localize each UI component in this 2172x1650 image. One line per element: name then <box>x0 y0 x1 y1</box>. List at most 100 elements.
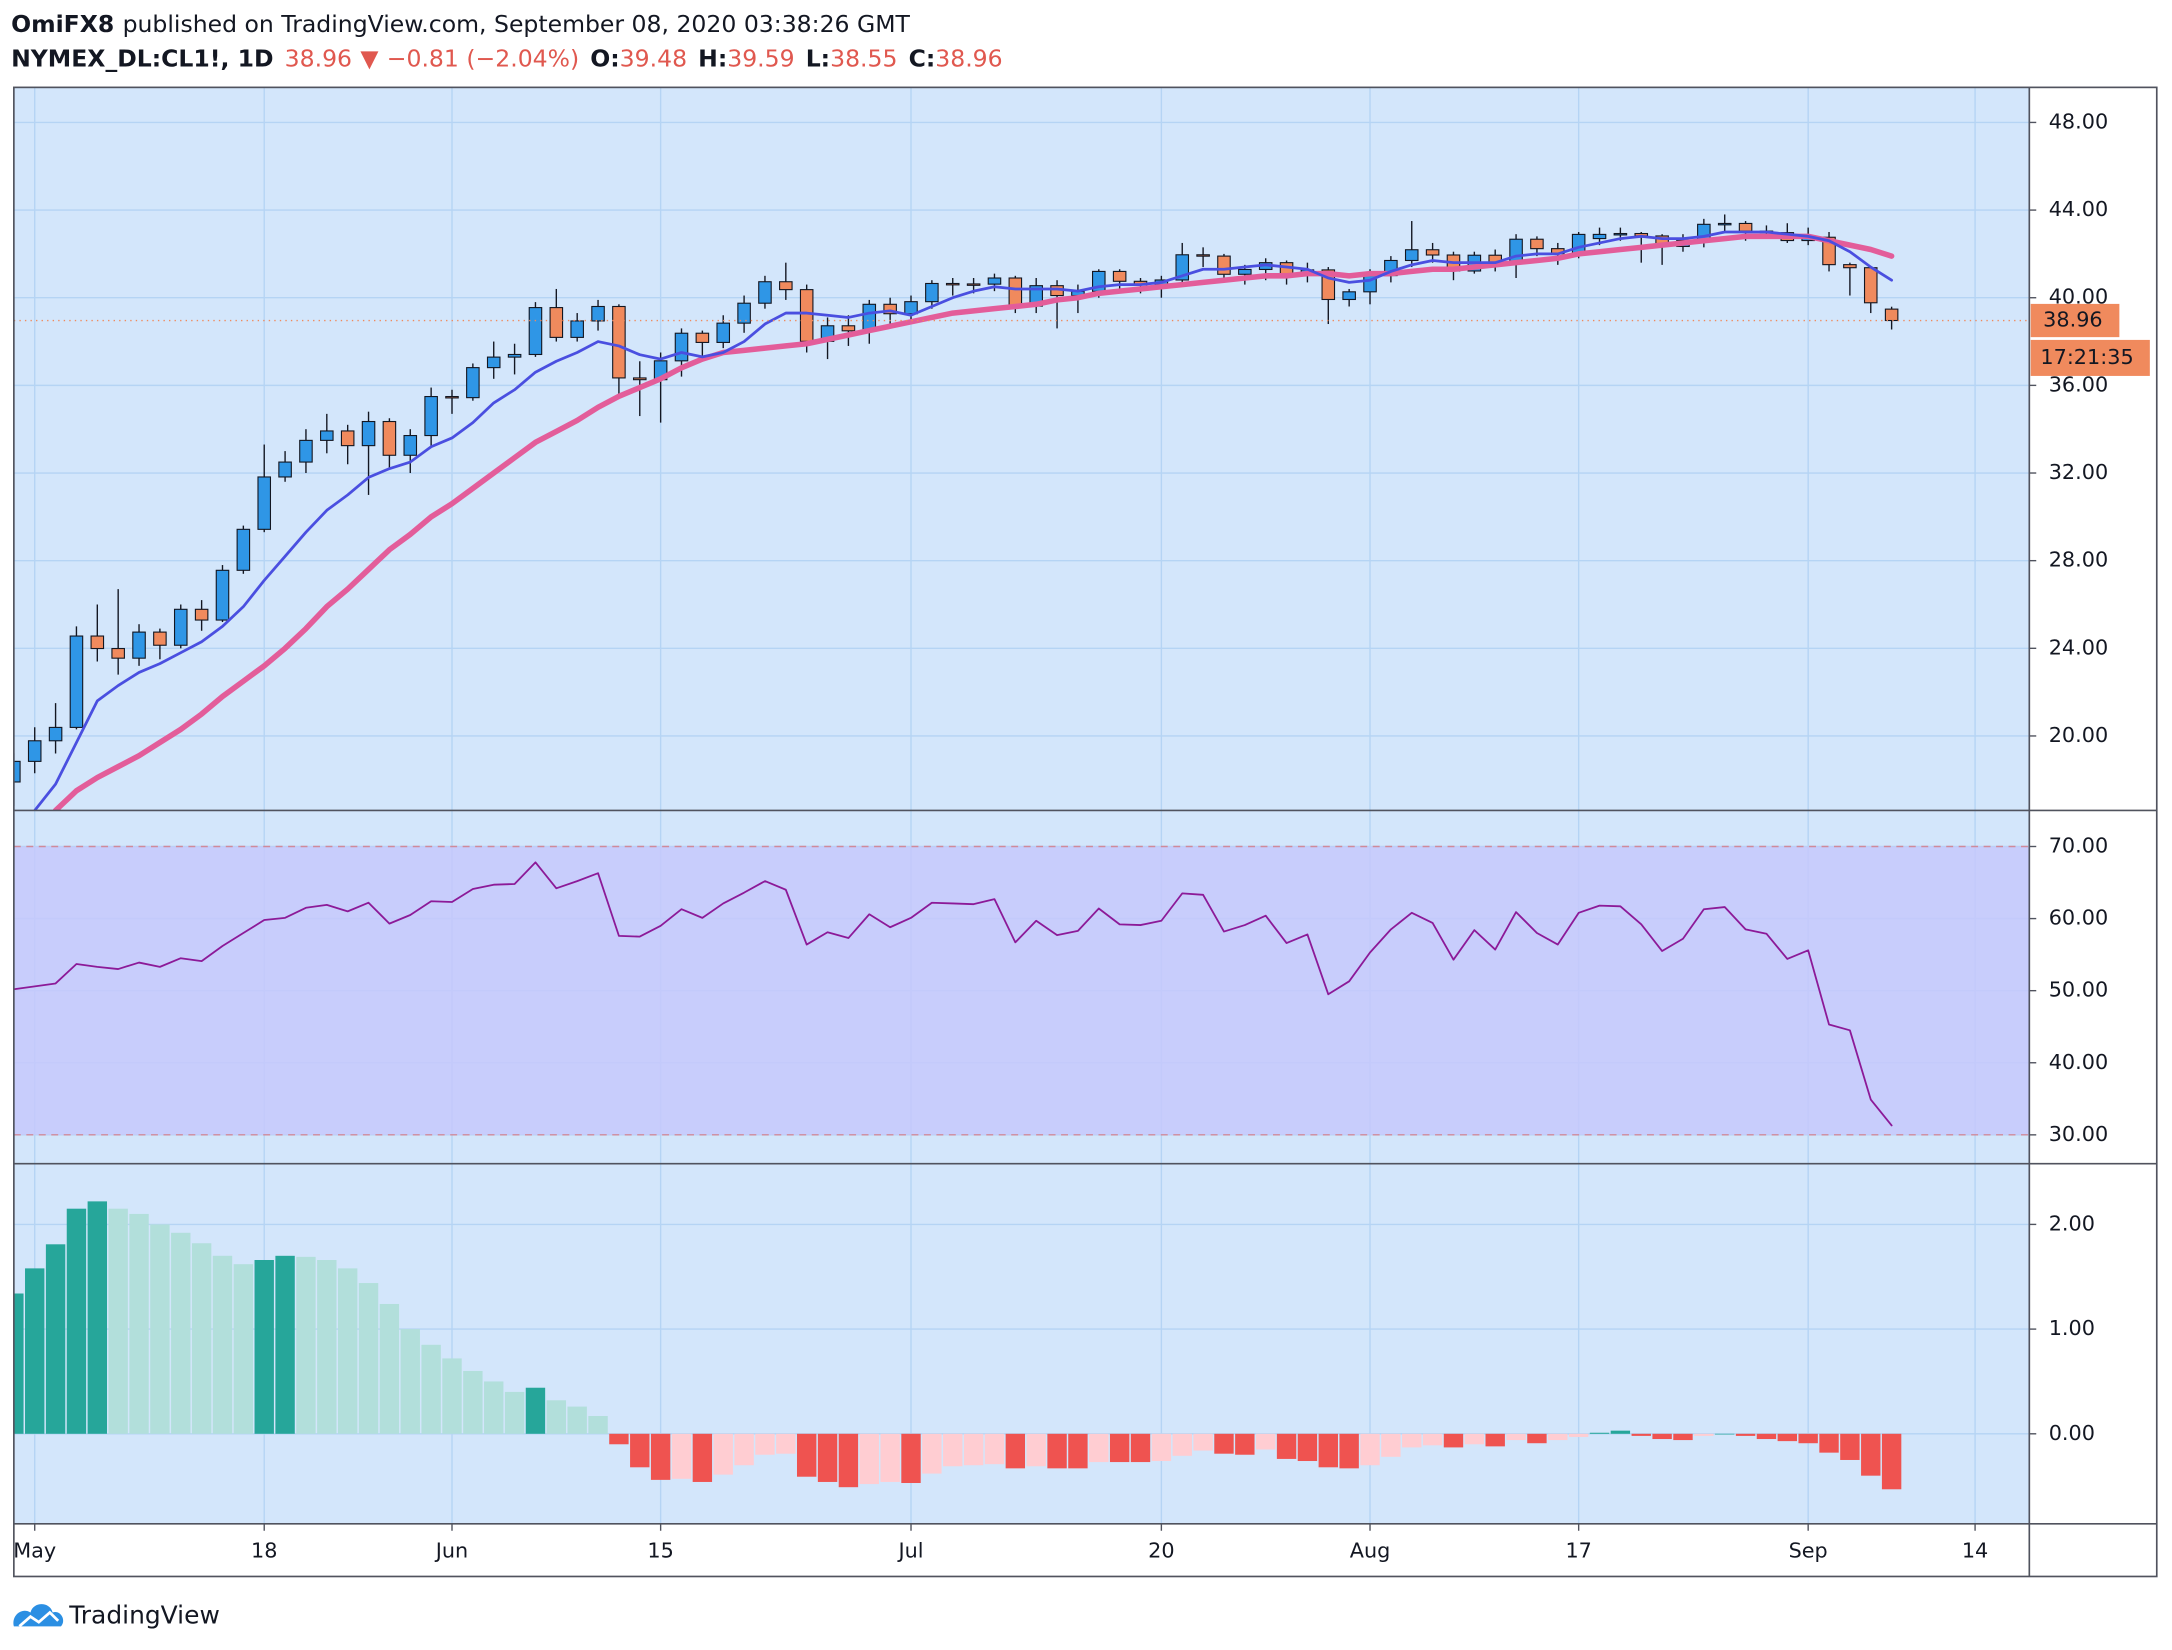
candle-body <box>549 307 564 338</box>
band-fill <box>13 846 2030 1135</box>
change: −0.81 (−2.04%) <box>387 45 579 73</box>
candle-body <box>1613 232 1628 236</box>
histogram-bar <box>943 1433 963 1467</box>
symbol: NYMEX_DL:CL1!, 1D <box>11 45 273 73</box>
x-tick-label: Aug <box>1350 1539 1391 1563</box>
histogram-bar <box>212 1255 233 1434</box>
candle-body <box>424 395 438 437</box>
histogram-bar <box>337 1268 358 1434</box>
l-label: L: <box>806 45 830 73</box>
y-tick-label: 50.00 <box>2049 978 2108 1002</box>
histogram-bar <box>755 1433 775 1455</box>
x-tick-label: 18 <box>251 1539 277 1563</box>
x-tick-label: Jun <box>434 1539 468 1563</box>
x-tick-label: 20 <box>1148 1539 1174 1563</box>
candle-body <box>132 631 146 659</box>
candle-body <box>299 439 313 463</box>
x-tick-label: Jul <box>896 1539 923 1563</box>
close: 38.96 <box>935 45 1002 73</box>
h-label: H: <box>698 45 727 73</box>
candle-body <box>716 322 731 343</box>
histogram-bar <box>1527 1433 1547 1444</box>
low: 38.55 <box>830 45 897 73</box>
candle-body <box>1217 255 1231 275</box>
x-tick-label: 15 <box>647 1539 673 1563</box>
histogram-bar <box>1589 1432 1610 1434</box>
histogram-bar <box>984 1433 1005 1465</box>
candle-body <box>883 303 897 315</box>
candle-body <box>173 608 188 646</box>
y-tick-label: 32.00 <box>2049 460 2108 484</box>
candle-body <box>403 434 418 456</box>
candle-body <box>945 282 960 286</box>
countdown-box <box>2030 339 2150 376</box>
candle-body <box>111 647 125 659</box>
y-tick-label: 70.00 <box>2049 833 2108 857</box>
histogram-bar <box>796 1433 817 1477</box>
histogram-bar <box>838 1433 859 1488</box>
histogram-bar <box>1172 1433 1192 1456</box>
candle-body <box>1404 249 1419 262</box>
histogram-bar <box>817 1433 838 1482</box>
histogram-bar <box>609 1433 629 1445</box>
axes-frame <box>13 86 2158 1578</box>
histogram-bar <box>1568 1433 1589 1437</box>
last-price-label: 38.96 <box>2043 308 2102 332</box>
pane <box>13 810 2030 1164</box>
histogram-bar <box>87 1201 108 1434</box>
histogram-bar <box>1443 1433 1464 1448</box>
candle-body <box>1884 308 1899 322</box>
histogram-bar <box>1631 1433 1651 1436</box>
histogram-bar <box>1402 1433 1422 1448</box>
histogram-bar <box>1756 1433 1777 1440</box>
histogram-bar <box>1047 1433 1067 1469</box>
candle-body <box>758 281 772 304</box>
candle-body <box>486 356 501 369</box>
histogram-bar <box>1005 1433 1026 1469</box>
candle-body <box>570 320 584 338</box>
histogram-bar <box>734 1433 754 1466</box>
histogram-bar <box>963 1433 984 1466</box>
candle-body <box>1530 238 1544 250</box>
histogram-bar <box>1840 1433 1860 1460</box>
histogram-bar <box>901 1433 921 1484</box>
histogram-bar <box>66 1208 87 1434</box>
y-tick-label: 2.00 <box>2049 1211 2095 1235</box>
candle-body <box>236 528 251 571</box>
histogram-bar <box>108 1208 128 1434</box>
candle-body <box>1112 270 1127 282</box>
histogram-bar <box>859 1433 879 1485</box>
histogram-bar <box>129 1213 149 1434</box>
histogram-bar <box>233 1264 254 1434</box>
histogram-bar <box>150 1224 170 1434</box>
candle-body <box>1592 233 1607 240</box>
histogram-bar <box>713 1433 733 1475</box>
histogram-bar <box>1109 1433 1130 1463</box>
candle-body <box>737 302 751 324</box>
histogram-bar <box>1422 1433 1443 1446</box>
y-tick-label: 40.00 <box>2049 1050 2108 1074</box>
candle-body <box>987 277 1002 285</box>
candle-body <box>632 377 647 381</box>
histogram-bar <box>922 1433 942 1474</box>
y-tick-label: 28.00 <box>2049 548 2108 572</box>
y-tick-label: 44.00 <box>2049 197 2108 221</box>
candle-body <box>779 281 793 291</box>
histogram-bar <box>191 1243 212 1434</box>
brand: TradingView <box>68 1601 220 1630</box>
histogram-bar <box>650 1433 671 1480</box>
high: 39.59 <box>727 45 794 73</box>
candle-body <box>361 420 376 447</box>
histogram-bar <box>776 1433 796 1454</box>
open: 39.48 <box>620 45 687 73</box>
moving-average <box>52 233 1895 811</box>
y-tick-label: 24.00 <box>2049 635 2108 659</box>
histogram-bar <box>1193 1433 1213 1451</box>
published: published on TradingView.com, September … <box>123 10 911 38</box>
x-tick-label: Sep <box>1789 1539 1828 1563</box>
candle-body <box>799 289 814 342</box>
candle-body <box>320 430 334 441</box>
pane <box>13 1163 2030 1524</box>
histogram-bar <box>400 1329 420 1434</box>
